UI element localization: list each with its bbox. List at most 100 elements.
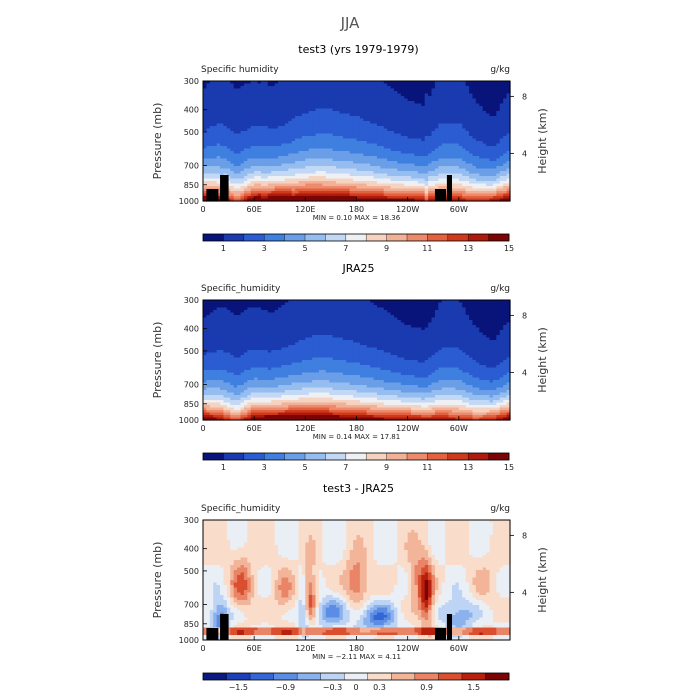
heatmap-cell [237,183,242,187]
heatmap-cell [243,193,248,197]
heatmap-cell [206,101,211,105]
heatmap-cell [394,126,399,130]
heatmap-cell [421,121,426,125]
heatmap-cell [284,178,289,182]
heatmap-cell [404,183,409,187]
heatmap-cell [322,151,327,155]
heatmap-cell [284,176,289,180]
heatmap-cell [271,171,276,175]
heatmap-cell [353,103,358,107]
heatmap-cell [264,161,269,165]
heatmap-cell [209,181,214,185]
heatmap-cell [359,91,364,95]
heatmap-cell [363,133,368,137]
heatmap-cell [301,141,306,145]
heatmap-cell [230,143,235,147]
heatmap-cell [230,166,235,170]
heatmap-cell [260,163,265,167]
heatmap-cell [428,138,433,142]
heatmap-cell [226,96,231,100]
heatmap-cell [383,83,388,87]
heatmap-cell [254,111,259,115]
heatmap-cell [288,81,293,85]
heatmap-cell [226,188,231,192]
heatmap-cell [250,91,255,95]
heatmap-cell [356,166,361,170]
heatmap-cell [233,116,238,120]
heatmap-cell [387,158,392,162]
heatmap-cell [271,88,276,92]
heatmap-cell [284,138,289,142]
heatmap-cell [284,128,289,132]
heatmap-cell [274,113,279,117]
heatmap-cell [417,118,422,122]
heatmap-cell [380,136,385,140]
heatmap-cell [390,106,395,110]
heatmap-cell [322,98,327,102]
heatmap-cell [216,136,221,140]
heatmap-cell [329,148,334,152]
heatmap-cell [250,98,255,102]
heatmap-cell [308,121,313,125]
heatmap-cell [295,198,300,202]
heatmap-cell [336,108,341,112]
heatmap-cell [291,101,296,105]
heatmap-cell [230,116,235,120]
heatmap-cell [407,181,412,185]
heatmap-cell [274,161,279,165]
heatmap-cell [260,103,265,107]
heatmap-cell [390,131,395,135]
heatmap-cell [366,153,371,157]
heatmap-cell [404,181,409,185]
heatmap-cell [397,98,402,102]
heatmap-cell [237,156,242,160]
heatmap-cell [414,113,419,117]
heatmap-cell [312,86,317,90]
heatmap-cell [359,186,364,190]
heatmap-cell [329,161,334,165]
colorbar-tick-label: 15 [504,244,514,253]
heatmap-cell [424,121,429,125]
heatmap-cell [230,173,235,177]
heatmap-cell [308,138,313,142]
heatmap-cell [434,141,439,145]
heatmap-cell [315,103,320,107]
heatmap-cell [257,111,262,115]
heatmap-cell [291,136,296,140]
heatmap-cell [353,143,358,147]
heatmap-cell [342,141,347,145]
heatmap-cell [349,86,354,90]
heatmap-cell [336,148,341,152]
heatmap-cell [397,193,402,197]
heatmap-cell [281,163,286,167]
heatmap-cell [216,118,221,122]
heatmap-cell [387,131,392,135]
heatmap-cell [237,101,242,105]
heatmap-cell [226,151,231,155]
heatmap-cell [223,158,228,162]
heatmap-cell [209,146,214,150]
heatmap-cell [407,83,412,87]
heatmap-cell [203,126,208,130]
heatmap-cell [281,118,286,122]
heatmap-cell [274,176,279,180]
heatmap-cell [247,108,252,112]
heatmap-cell [257,193,262,197]
heatmap-cell [288,198,293,202]
heatmap-cell [431,153,436,157]
heatmap-cell [206,106,211,110]
heatmap-cell [243,176,248,180]
heatmap-cell [264,191,269,195]
heatmap-cell [390,163,395,167]
heatmap-cell [274,136,279,140]
heatmap-cell [301,146,306,150]
heatmap-cell [254,121,259,125]
heatmap-cell [407,131,412,135]
heatmap-cell [264,136,269,140]
heatmap-cell [257,156,262,160]
heatmap-cell [308,106,313,110]
heatmap-cell [417,193,422,197]
heatmap-cell [421,91,426,95]
heatmap-cell [267,156,272,160]
heatmap-cell [370,136,375,140]
